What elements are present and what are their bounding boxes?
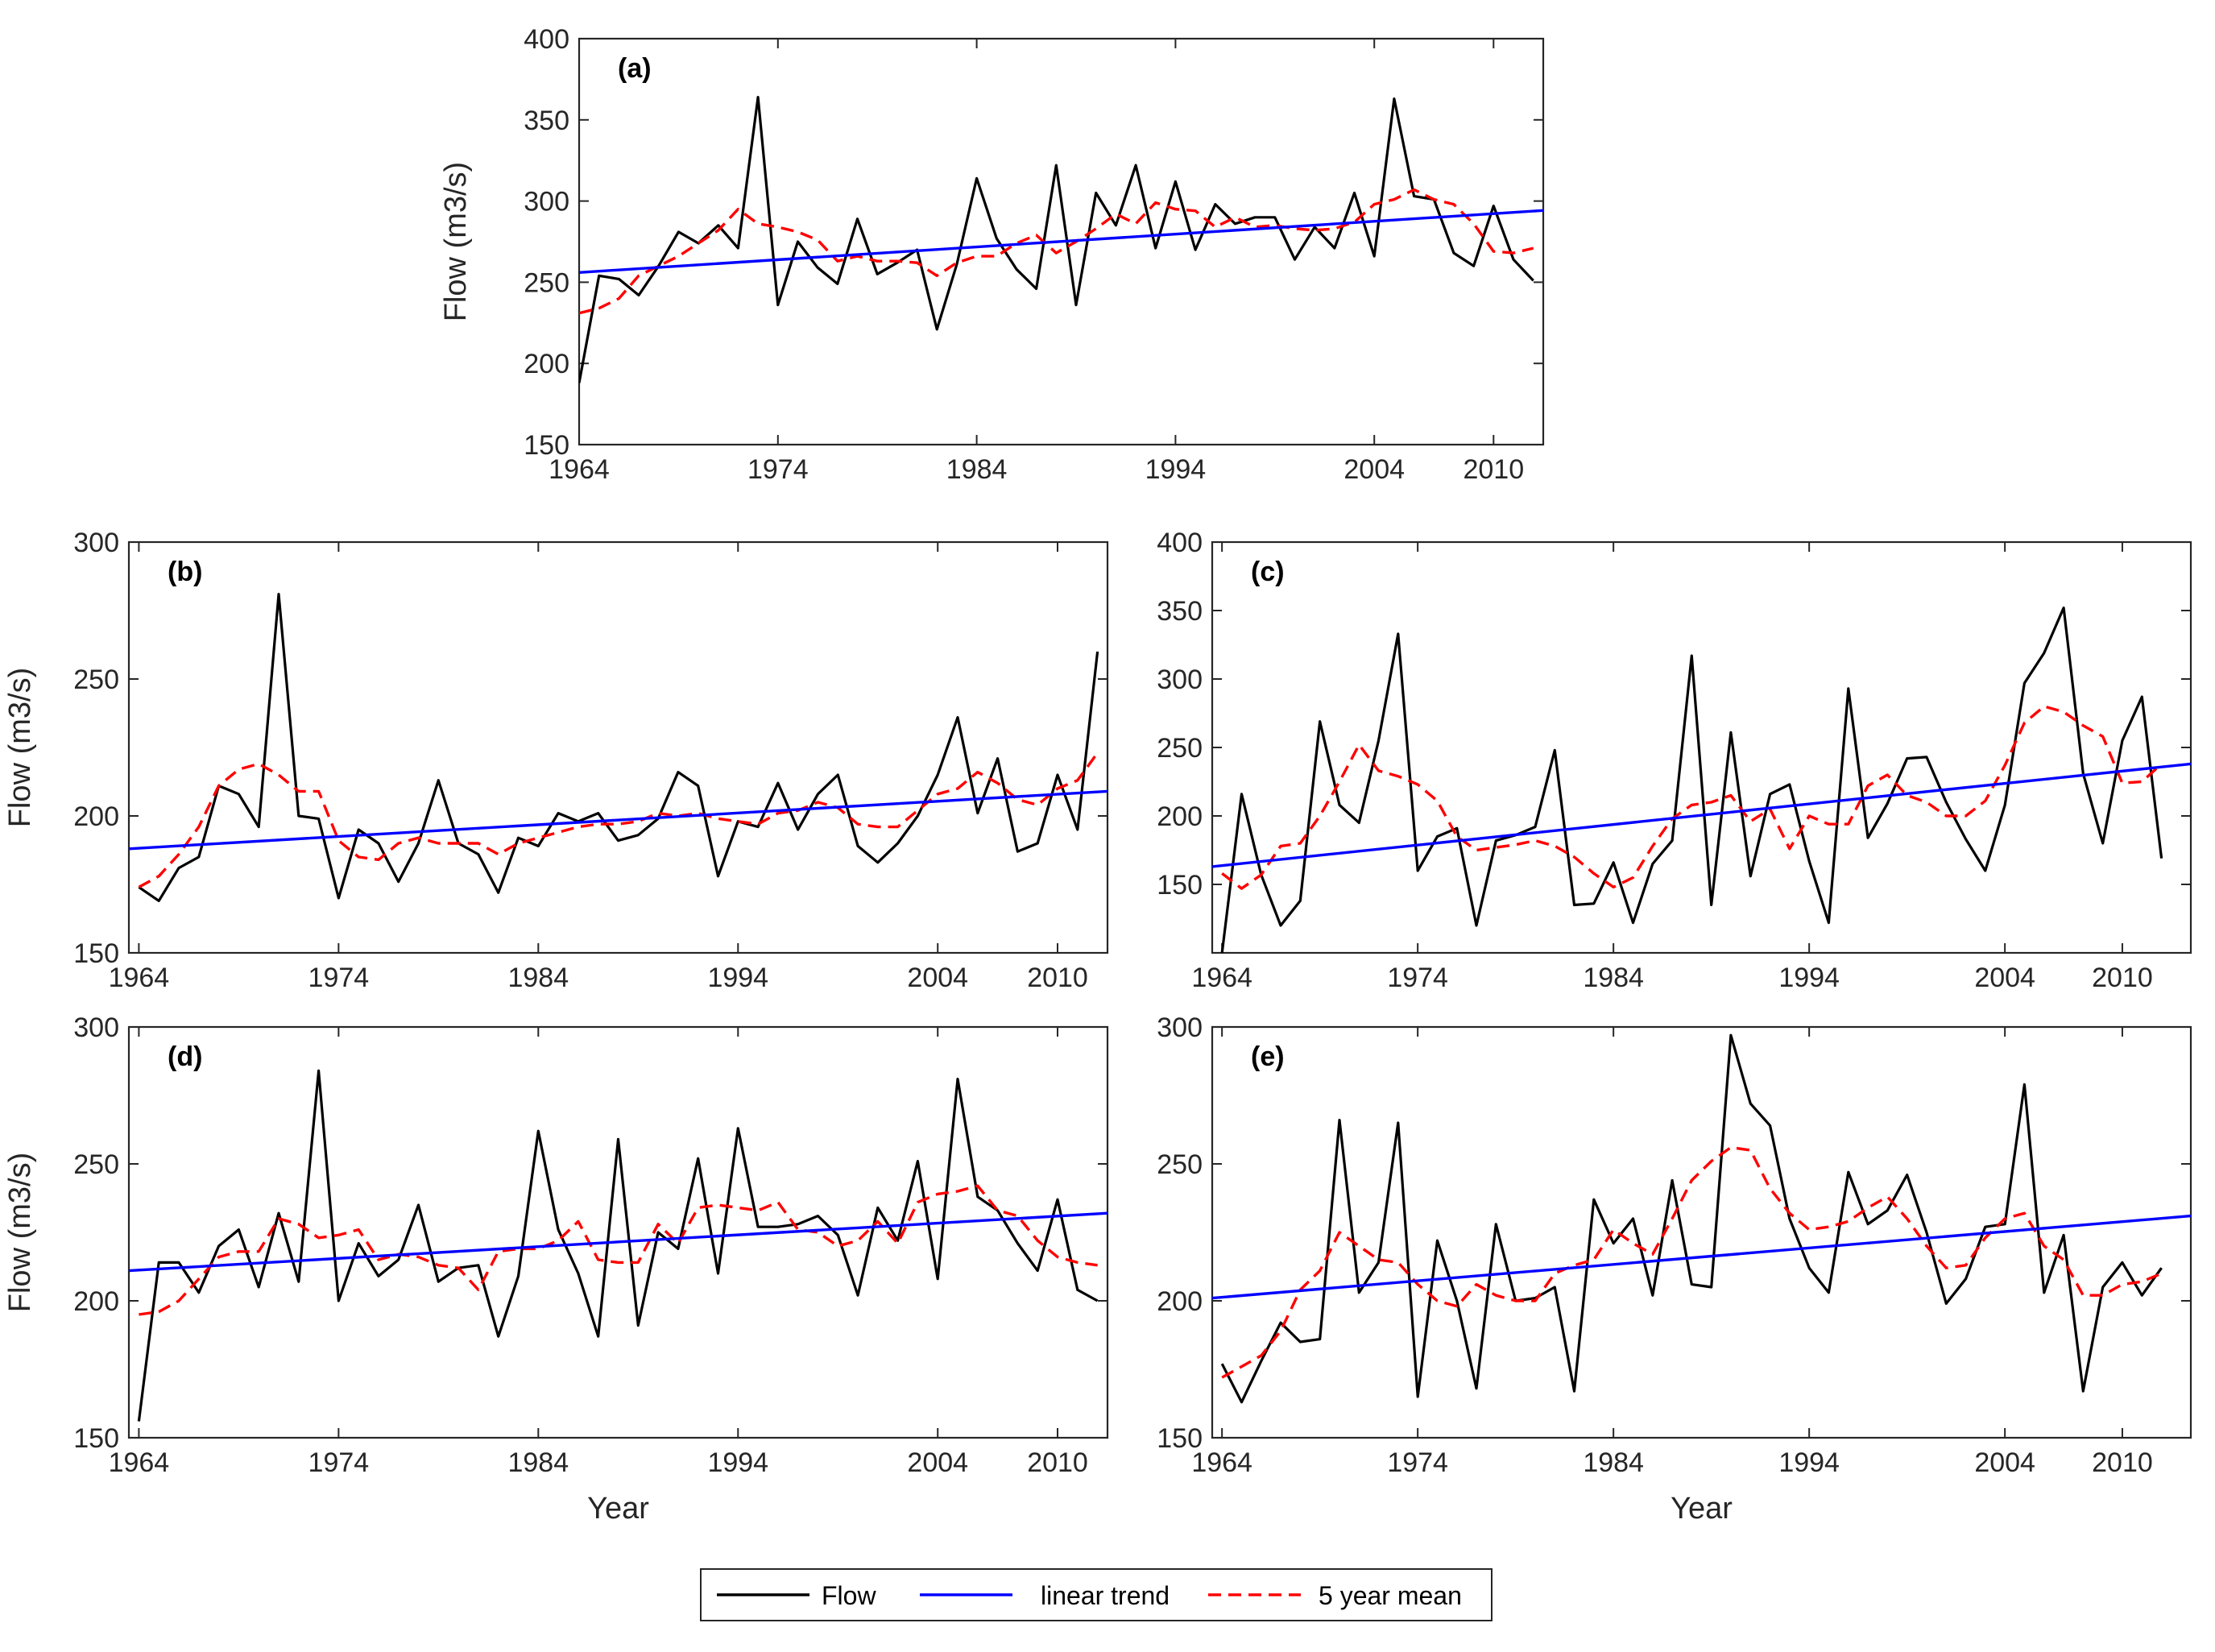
x-tick-label: 2004: [1974, 1447, 2035, 1478]
x-tick-label: 1984: [507, 963, 569, 993]
y-tick-label: 200: [73, 1286, 119, 1317]
x-tick-label: 1994: [707, 963, 768, 993]
x-tick-label: 1984: [1583, 963, 1644, 993]
panel-label: (c): [1251, 557, 1285, 587]
series-linear-trend-panel-d: [129, 1211, 1108, 1273]
x-tick-label: 2004: [1974, 963, 2035, 993]
x-tick-label: 2010: [1027, 1447, 1088, 1478]
x-tick-label: 1974: [308, 1447, 370, 1478]
panel-b: 150 200 250 300 1964 1974 1984 1994 2004 2010 Flow…: [3, 528, 1109, 993]
plot-area: [1211, 540, 2192, 954]
series-5-year-mean-panel-a: [579, 188, 1534, 315]
x-tick-label: 1964: [109, 963, 170, 993]
y-tick-label: 250: [73, 665, 119, 695]
panel-label: (a): [618, 53, 652, 84]
y-tick-label: 150: [1157, 870, 1203, 901]
x-tick-label: 1994: [707, 1447, 768, 1478]
y-tick-label: 350: [1157, 596, 1203, 627]
x-tick-label: 2010: [2092, 963, 2153, 993]
legend-5-year-mean-label: 5 year mean: [1319, 1581, 1462, 1610]
series-linear-trend-panel-b: [129, 789, 1108, 851]
y-tick-label: 250: [1157, 733, 1203, 764]
x-tick-label: 1974: [308, 963, 370, 993]
x-tick-label: 2010: [1027, 963, 1088, 993]
panel-e: 150 200 250 300 1964 1974 1984 1994 2004 2010 Year…: [1157, 1012, 2192, 1526]
x-tick-label: 2010: [1463, 454, 1524, 485]
plot-area: [1211, 1025, 2192, 1439]
x-axis-label: Year: [1671, 1492, 1733, 1526]
x-tick-label: 2004: [907, 963, 968, 993]
y-tick-label: 300: [73, 1012, 119, 1043]
series-flow-panel-a: [579, 95, 1534, 383]
panel-label: (d): [168, 1041, 202, 1072]
y-tick-label: 400: [1157, 528, 1203, 558]
panel-label: (b): [168, 557, 202, 587]
x-tick-label: 1974: [1387, 1447, 1448, 1478]
series-linear-trend-panel-c: [1212, 762, 2191, 868]
x-tick-label: 1984: [946, 454, 1008, 485]
x-tick-label: 1994: [1778, 1447, 1840, 1478]
x-tick-label: 1984: [507, 1447, 569, 1478]
x-tick-label: 1964: [549, 454, 610, 485]
panel-c: 150 200 250 300 350 400 1964 1974 1984 1994 2004 20…: [1157, 528, 2192, 993]
legend-flow-label: Flow: [822, 1581, 876, 1610]
y-tick-label: 250: [1157, 1149, 1203, 1180]
panel-label: (e): [1251, 1041, 1285, 1072]
x-tick-label: 1964: [1191, 963, 1252, 993]
y-tick-label: 150: [73, 938, 119, 969]
y-tick-label: 250: [73, 1149, 119, 1180]
series-flow-panel-b: [138, 592, 1099, 903]
series-5-year-mean-panel-b: [138, 751, 1099, 888]
y-tick-label: 150: [524, 430, 569, 461]
x-tick-label: 1984: [1583, 1447, 1644, 1478]
series-flow-panel-c: [1220, 606, 2163, 953]
plot-area: [127, 1025, 1109, 1439]
y-axis-label: Flow (m3/s): [3, 1153, 37, 1312]
x-tick-label: 1994: [1145, 454, 1207, 485]
y-axis-label: Flow (m3/s): [3, 668, 37, 827]
y-tick-label: 300: [524, 187, 569, 217]
panel-a: 150 200 250 300 350 400 1964 1974 1984 1994 2004 20…: [439, 24, 1545, 485]
plot-area: [127, 540, 1109, 954]
y-tick-label: 200: [1157, 801, 1203, 832]
series-linear-trend-panel-e: [1212, 1214, 2191, 1300]
y-tick-label: 300: [1157, 665, 1203, 695]
y-tick-label: 200: [524, 349, 569, 379]
legend-box: [700, 1568, 1493, 1621]
x-axis-label: Year: [587, 1492, 649, 1526]
y-tick-label: 200: [73, 801, 119, 832]
series-5-year-mean-panel-d: [139, 1184, 1098, 1316]
x-tick-label: 1974: [1387, 963, 1448, 993]
y-tick-label: 350: [524, 106, 569, 136]
x-tick-label: 1994: [1778, 963, 1840, 993]
series-5-year-mean-panel-c: [1221, 705, 2163, 890]
panel-d: 150 200 250 300 1964 1974 1984 1994 2004 2010 Flow…: [3, 1012, 1109, 1526]
series-linear-trend-panel-a: [579, 209, 1543, 274]
series-5-year-mean-panel-e: [1221, 1145, 2163, 1379]
y-tick-label: 300: [1157, 1012, 1203, 1043]
series-flow-panel-e: [1220, 1033, 2163, 1404]
x-tick-label: 2010: [2092, 1447, 2153, 1478]
y-tick-label: 250: [524, 267, 569, 298]
legend-linear-trend-label: linear trend: [1041, 1581, 1170, 1610]
x-tick-label: 2004: [907, 1447, 968, 1478]
y-tick-label: 150: [73, 1423, 119, 1454]
x-tick-label: 1964: [1191, 1447, 1252, 1478]
y-tick-label: 150: [1157, 1423, 1203, 1454]
y-tick-label: 400: [524, 24, 569, 55]
series-flow-panel-d: [137, 1069, 1099, 1422]
x-tick-label: 1964: [109, 1447, 170, 1478]
y-tick-label: 300: [73, 528, 119, 558]
y-tick-label: 200: [1157, 1286, 1203, 1317]
x-tick-label: 1974: [747, 454, 809, 485]
y-axis-label: Flow (m3/s): [439, 162, 473, 321]
legend: Flow linear trend 5 year mean: [700, 1568, 1493, 1621]
x-tick-label: 2004: [1343, 454, 1405, 485]
